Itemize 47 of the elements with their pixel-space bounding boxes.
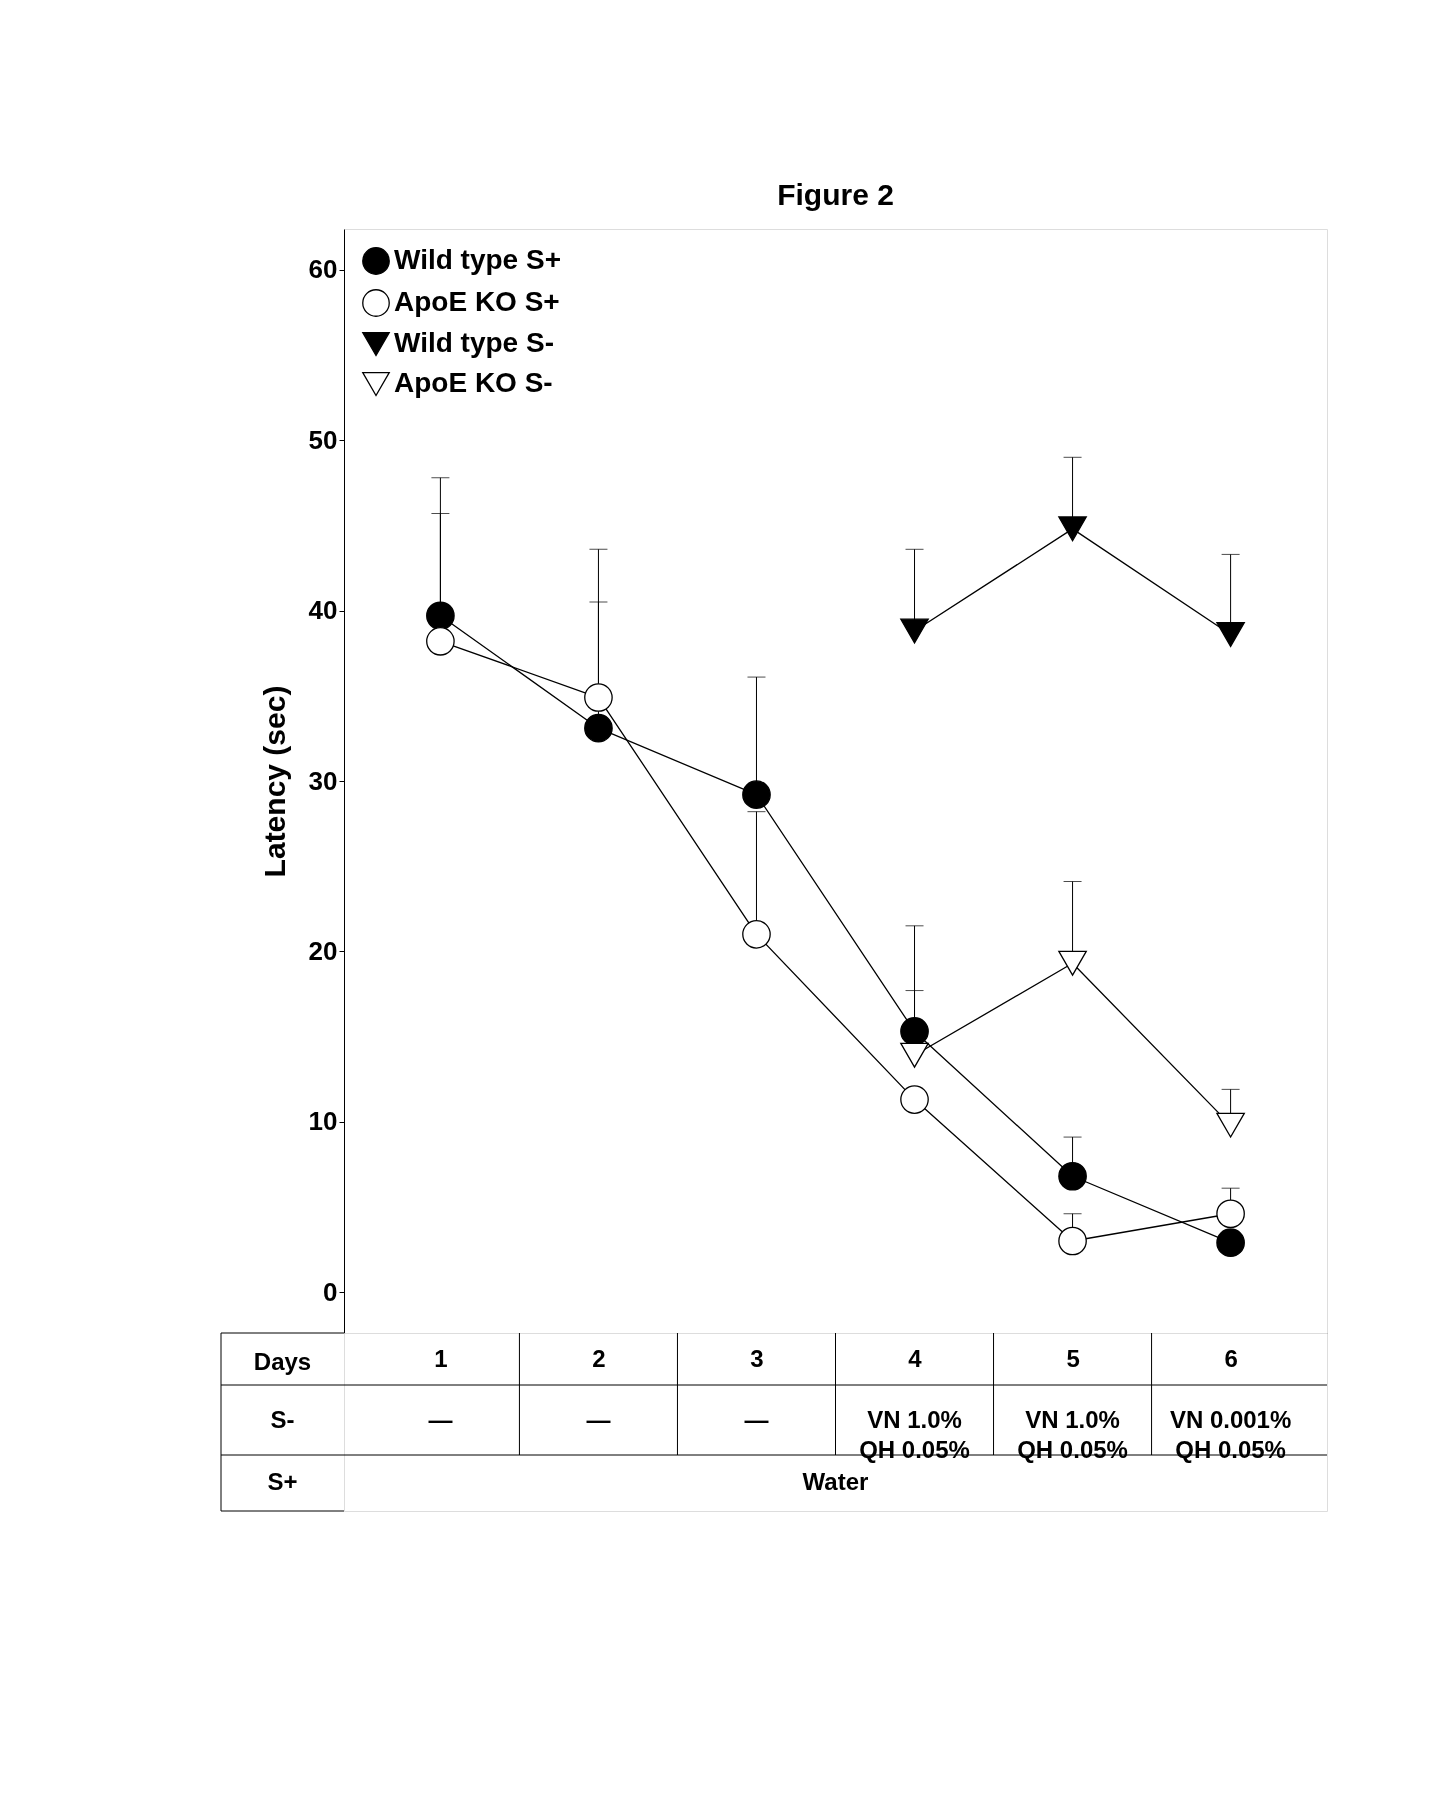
y-tick-label: 50: [308, 424, 338, 455]
point: [426, 601, 455, 631]
text: S+: [267, 1468, 298, 1495]
point: [900, 618, 929, 644]
text: Days: [253, 1348, 312, 1375]
point: [426, 626, 455, 656]
point: [1058, 516, 1087, 542]
point: [900, 1017, 929, 1046]
point: [1216, 1199, 1245, 1229]
legend-label: Wild type S+: [394, 244, 562, 275]
legend-label: ApoE KO S-: [394, 367, 553, 398]
y-axis-title: Latency (sec): [257, 685, 291, 878]
text: VN 1.0% QH 0.05%: [859, 1406, 970, 1463]
point: [1058, 1226, 1087, 1256]
text: —: [586, 1406, 611, 1433]
point: [1058, 950, 1087, 976]
legend-label: ApoE KO S+: [394, 286, 560, 317]
text: VN 1.0% QH 0.05%: [1017, 1406, 1128, 1463]
text: S-: [270, 1406, 295, 1433]
x-tick-label: 3: [750, 1344, 764, 1372]
x-tick-label: 1: [434, 1344, 448, 1372]
y-tick-label: 30: [308, 765, 338, 796]
point: [742, 780, 771, 809]
point: [1058, 1161, 1087, 1191]
y-tick-label: 10: [308, 1106, 338, 1137]
x-tick-label: 4: [908, 1344, 923, 1372]
point: [900, 1042, 929, 1068]
point: [900, 1085, 929, 1114]
text: Water: [802, 1468, 869, 1495]
point: [1216, 1228, 1245, 1258]
y-tick-label: 0: [323, 1276, 338, 1307]
text: VN 0.001% QH 0.05%: [1169, 1406, 1292, 1463]
chart-title: Figure 2: [777, 178, 894, 211]
point: [584, 713, 613, 743]
point: [1216, 1112, 1245, 1138]
y-tick-label: 20: [308, 935, 338, 966]
x-tick-label: 6: [1224, 1344, 1238, 1372]
y-tick-label: 40: [308, 595, 338, 626]
y-tick-label: 60: [308, 254, 338, 285]
text: —: [428, 1406, 453, 1433]
text: —: [744, 1406, 769, 1433]
point: [742, 920, 771, 949]
x-tick-label: 2: [592, 1344, 606, 1372]
legend-label: Wild type S-: [394, 327, 554, 358]
point: [584, 683, 613, 712]
point: [1216, 621, 1245, 647]
x-tick-label: 5: [1066, 1344, 1080, 1372]
